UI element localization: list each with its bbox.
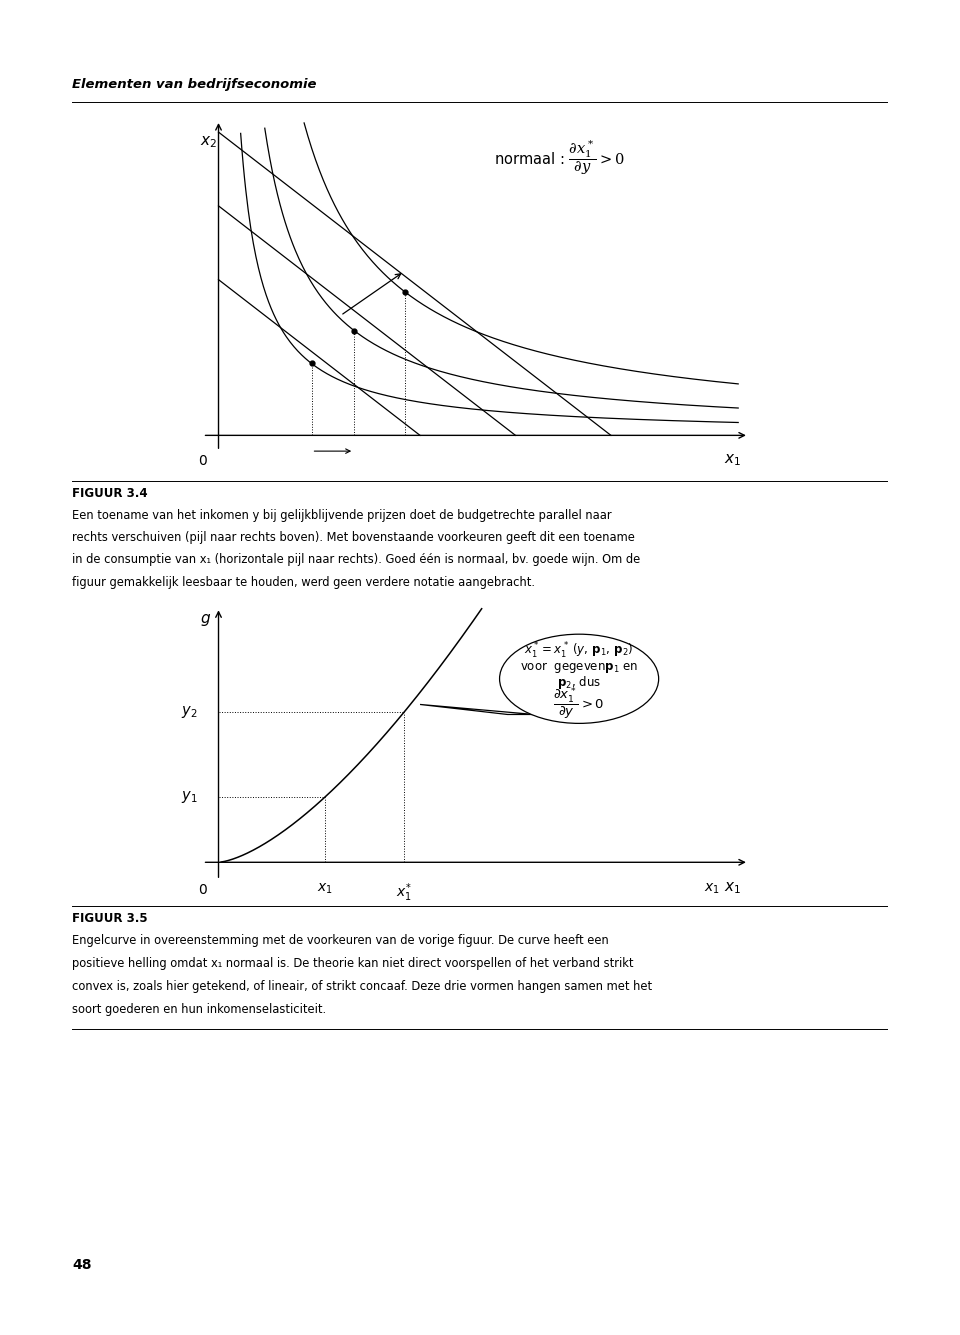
- Text: $0$: $0$: [198, 454, 207, 469]
- Text: in de consumptie van x₁ (horizontale pijl naar rechts). Goed één is normaal, bv.: in de consumptie van x₁ (horizontale pij…: [72, 554, 640, 566]
- Text: $y_1$: $y_1$: [180, 789, 198, 805]
- Text: $x_1$: $x_1$: [725, 453, 741, 469]
- Ellipse shape: [499, 634, 659, 724]
- Text: $x_1$: $x_1$: [704, 881, 720, 896]
- Text: soort goederen en hun inkomenselasticiteit.: soort goederen en hun inkomenselasticite…: [72, 1003, 326, 1016]
- Text: positieve helling omdat x₁ normaal is. De theorie kan niet direct voorspellen of: positieve helling omdat x₁ normaal is. D…: [72, 957, 634, 969]
- Text: $0$: $0$: [198, 882, 207, 897]
- Text: $\mathbf{p}_2$, dus: $\mathbf{p}_2$, dus: [557, 674, 601, 692]
- Text: FIGUUR 3.4: FIGUUR 3.4: [72, 487, 148, 501]
- Text: $x_1$: $x_1$: [317, 881, 332, 896]
- Text: Engelcurve in overeenstemming met de voorkeuren van de vorige figuur. De curve h: Engelcurve in overeenstemming met de voo…: [72, 933, 609, 947]
- Text: $g$: $g$: [200, 613, 211, 629]
- Text: FIGUUR 3.5: FIGUUR 3.5: [72, 912, 148, 925]
- Text: convex is, zoals hier getekend, of lineair, of strikt concaaf. Deze drie vormen : convex is, zoals hier getekend, of linea…: [72, 980, 652, 993]
- Text: 48: 48: [72, 1258, 91, 1272]
- Text: rechts verschuiven (pijl naar rechts boven). Met bovenstaande voorkeuren geeft d: rechts verschuiven (pijl naar rechts bov…: [72, 531, 635, 545]
- Text: $\dfrac{\partial x_1^*}{\partial y} > 0$: $\dfrac{\partial x_1^*}{\partial y} > 0$: [554, 686, 605, 722]
- Polygon shape: [420, 705, 534, 714]
- Text: Elementen van bedrijfseconomie: Elementen van bedrijfseconomie: [72, 77, 317, 91]
- Text: $x_1$: $x_1$: [725, 880, 741, 896]
- Text: figuur gemakkelijk leesbaar te houden, werd geen verdere notatie aangebracht.: figuur gemakkelijk leesbaar te houden, w…: [72, 575, 535, 589]
- Text: Een toename van het inkomen y bij gelijkblijvende prijzen doet de budgetrechte p: Een toename van het inkomen y bij gelijk…: [72, 509, 612, 522]
- Text: $x_1^* = x_1^*\;(y,\, \mathbf{p}_1,\, \mathbf{p}_2)$: $x_1^* = x_1^*\;(y,\, \mathbf{p}_1,\, \m…: [524, 641, 634, 661]
- Text: $x_1^{*}$: $x_1^{*}$: [396, 881, 412, 904]
- Text: $x_2$: $x_2$: [200, 135, 217, 150]
- Text: voor  gegeven$\mathbf{p}_1$ en: voor gegeven$\mathbf{p}_1$ en: [520, 659, 638, 674]
- Text: normaal : $\dfrac{\partial x_1^*}{\partial y} > 0$: normaal : $\dfrac{\partial x_1^*}{\parti…: [494, 139, 625, 178]
- Text: $y_2$: $y_2$: [180, 704, 198, 720]
